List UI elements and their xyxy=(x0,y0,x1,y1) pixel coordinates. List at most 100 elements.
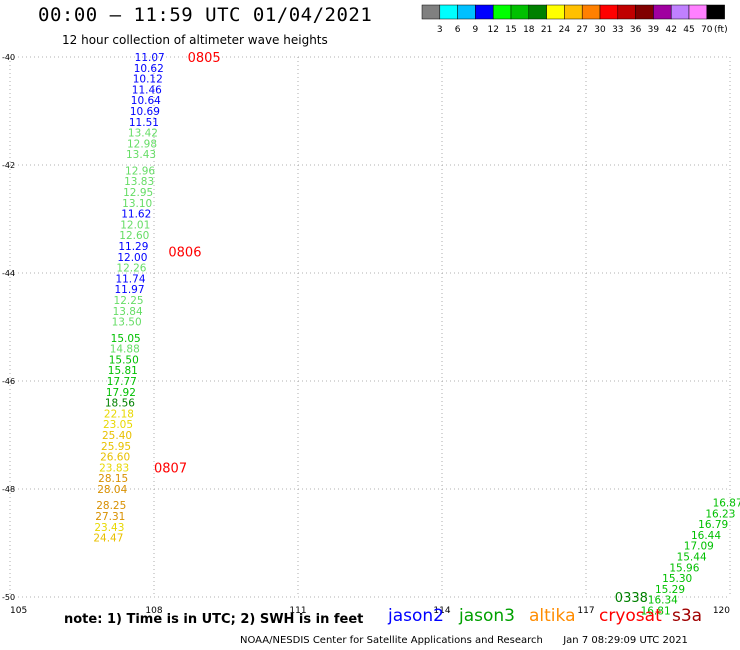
swh-point: 17.92 xyxy=(106,387,136,399)
satellite-jason2: jason2 xyxy=(388,606,444,626)
satellite-altika: altika xyxy=(529,606,576,626)
swh-point: 16.23 xyxy=(705,508,735,520)
swh-point: 13.42 xyxy=(128,128,158,140)
swh-point: 13.50 xyxy=(112,317,142,329)
swh-point: 12.96 xyxy=(125,165,155,177)
swh-point: 12.01 xyxy=(120,219,150,231)
satellite-jason3: jason3 xyxy=(459,606,515,626)
y-tick-label: -44 xyxy=(2,269,15,278)
swh-point: 28.04 xyxy=(97,484,127,496)
legend-tick: 12 xyxy=(487,25,498,35)
swh-point: 18.56 xyxy=(105,398,135,410)
swh-point: 10.69 xyxy=(130,106,160,118)
legend-tick: 24 xyxy=(559,25,571,35)
legend-tick: 21 xyxy=(541,25,552,35)
swh-point: 12.95 xyxy=(123,187,153,199)
swh-point: 13.10 xyxy=(122,198,152,210)
swh-point: 11.07 xyxy=(135,52,165,64)
credit-timestamp: Jan 7 08:29:09 UTC 2021 xyxy=(563,635,688,646)
swh-point: 13.83 xyxy=(124,176,154,188)
swh-point: 15.96 xyxy=(669,562,699,574)
swh-point: 11.51 xyxy=(129,117,159,129)
legend-tick: 36 xyxy=(630,25,642,35)
swh-point: 10.62 xyxy=(134,63,164,75)
swh-point: 11.97 xyxy=(114,284,144,296)
swh-point: 16.79 xyxy=(698,519,728,531)
swh-point: 27.31 xyxy=(95,511,125,523)
swh-point: 13.84 xyxy=(113,306,143,318)
chart-subtitle: 12 hour collection of altimeter wave hei… xyxy=(62,33,328,47)
y-tick-label: -50 xyxy=(2,593,15,602)
legend-swatch xyxy=(706,4,725,20)
legend-tick: 42 xyxy=(665,25,676,35)
swh-point: 15.05 xyxy=(111,333,141,345)
swh-point: 16.87 xyxy=(713,498,740,510)
y-tick-label: -48 xyxy=(2,485,15,494)
legend-tick: 3 xyxy=(437,25,443,35)
footer-credit: NOAA/NESDIS Center for Satellite Applica… xyxy=(240,635,688,646)
swh-point: 16.81 xyxy=(641,606,671,618)
color-scale-legend: 3 6 9 12 15 18 21 24 27 30 33 36 39 42 45 70 (ft) xyxy=(421,4,728,35)
swh-point: 23.05 xyxy=(103,419,133,431)
swh-point: 11.29 xyxy=(118,241,148,253)
swh-point: 15.29 xyxy=(655,584,685,596)
legend-tick: 6 xyxy=(455,25,461,35)
y-tick-label: -42 xyxy=(2,161,15,170)
chart-title: 00:00 – 11:59 UTC 01/04/2021 xyxy=(38,4,373,26)
x-tick-label: 111 xyxy=(289,606,306,616)
swh-point: 13.43 xyxy=(126,149,156,161)
swh-point: 16.44 xyxy=(691,530,721,542)
x-tick-label: 105 xyxy=(10,606,27,616)
swh-point: 25.40 xyxy=(102,430,132,442)
legend-unit: (ft) xyxy=(714,25,728,35)
x-tick-label: 108 xyxy=(145,606,162,616)
time-annotation: 0338 xyxy=(615,591,648,606)
swh-point: 12.26 xyxy=(116,263,146,275)
swh-point: 12.00 xyxy=(117,252,147,264)
swh-point: 23.83 xyxy=(99,462,129,474)
swh-point: 11.74 xyxy=(115,273,145,285)
swh-point: 23.43 xyxy=(94,522,124,534)
swh-point: 28.15 xyxy=(98,473,128,485)
time-annotation: 0807 xyxy=(154,461,187,476)
y-tick-label: -40 xyxy=(2,53,15,62)
swh-point: 28.25 xyxy=(96,500,126,512)
swh-point: 12.25 xyxy=(114,295,144,307)
time-annotation: 0805 xyxy=(188,51,221,66)
swh-point: 15.50 xyxy=(109,354,139,366)
swh-point: 22.18 xyxy=(104,408,134,420)
swh-point: 12.98 xyxy=(127,138,157,150)
swh-point: 16.34 xyxy=(648,595,678,607)
time-annotation: 0806 xyxy=(168,245,201,260)
swh-point: 15.81 xyxy=(108,365,138,377)
swh-point: 15.44 xyxy=(677,552,707,564)
legend-tick: 70 xyxy=(701,25,713,35)
legend-tick: 45 xyxy=(683,25,694,35)
y-tick-label: -46 xyxy=(2,377,15,386)
legend-tick: 30 xyxy=(594,25,606,35)
swh-point: 15.30 xyxy=(662,573,692,585)
swh-point: 14.88 xyxy=(110,344,140,356)
swh-point: 17.09 xyxy=(684,541,714,553)
x-tick-label: 117 xyxy=(577,606,594,616)
swh-point: 10.12 xyxy=(133,74,163,86)
legend-tick: 27 xyxy=(576,25,587,35)
swh-point: 26.60 xyxy=(100,452,130,464)
legend-tick: 39 xyxy=(648,25,660,35)
legend-tick: 9 xyxy=(473,25,479,35)
legend-tick: 18 xyxy=(523,25,535,35)
legend-tick: 15 xyxy=(505,25,516,35)
swh-point: 12.60 xyxy=(119,230,149,242)
swh-point: 11.46 xyxy=(132,84,162,96)
swh-point: 10.64 xyxy=(131,95,161,107)
swh-point: 11.62 xyxy=(121,209,151,221)
legend-tick: 33 xyxy=(612,25,623,35)
swh-point: 24.47 xyxy=(93,533,123,545)
x-tick-label: 114 xyxy=(433,606,450,616)
swh-point: 25.95 xyxy=(101,441,131,453)
footer-note: note: 1) Time is in UTC; 2) SWH is in fe… xyxy=(64,612,364,627)
satellite-s3a: s3a xyxy=(672,606,703,626)
credit-org: NOAA/NESDIS Center for Satellite Applica… xyxy=(240,635,543,646)
